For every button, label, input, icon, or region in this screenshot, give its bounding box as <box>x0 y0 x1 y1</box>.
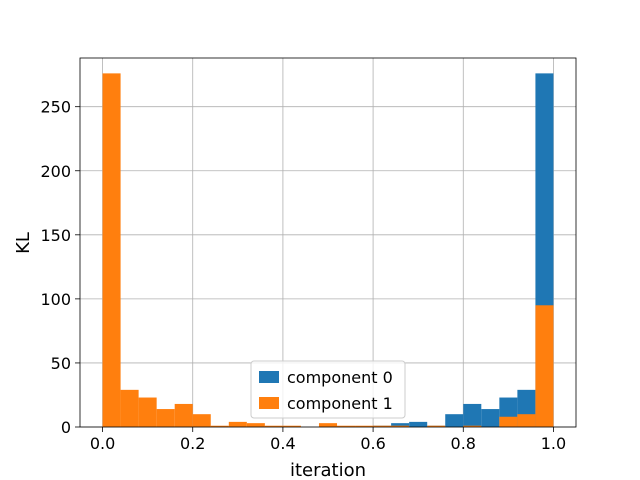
bar <box>138 397 157 427</box>
y-tick-label: 100 <box>40 290 71 309</box>
x-tick-label: 0.6 <box>360 434 385 453</box>
bar <box>517 414 536 427</box>
bar <box>391 425 410 427</box>
bar <box>120 389 139 427</box>
x-axis-ticks: 0.0 0.2 0.4 0.6 0.8 1.0 <box>90 427 566 453</box>
bar <box>391 423 410 427</box>
bar <box>156 409 175 427</box>
bar <box>481 409 500 427</box>
x-tick-label: 1.0 <box>541 434 566 453</box>
bars-component-1 <box>102 73 554 427</box>
bar <box>373 425 392 427</box>
x-tick-label: 0.4 <box>270 434 295 453</box>
y-tick-label: 0 <box>61 418 71 437</box>
bar <box>228 421 247 427</box>
bar <box>409 421 428 427</box>
bar <box>337 425 356 427</box>
legend-label: component 0 <box>287 368 393 387</box>
bar <box>192 414 211 427</box>
y-axis-ticks: 0 50 100 150 200 250 <box>40 98 80 437</box>
y-tick-label: 150 <box>40 226 71 245</box>
y-tick-label: 200 <box>40 162 71 181</box>
legend-label: component 1 <box>287 394 393 413</box>
legend-swatch <box>259 371 279 383</box>
x-axis-label: iteration <box>290 460 366 480</box>
x-tick-label: 0.2 <box>180 434 205 453</box>
bar <box>210 425 229 427</box>
bar <box>463 403 482 427</box>
x-tick-label: 0.8 <box>451 434 476 453</box>
bar <box>499 416 518 427</box>
plot-frame <box>79 57 577 428</box>
y-axis-label: KL <box>13 232 34 254</box>
bar <box>535 305 554 427</box>
bar <box>318 423 338 427</box>
bar <box>282 425 301 427</box>
bar <box>427 425 446 427</box>
bar <box>445 414 464 427</box>
bar <box>463 425 482 427</box>
legend-box <box>250 360 406 419</box>
y-tick-label: 50 <box>51 354 71 373</box>
bar <box>102 73 121 427</box>
bar <box>355 425 374 427</box>
bar <box>174 403 193 427</box>
x-tick-label: 0.0 <box>90 434 115 453</box>
bar <box>264 425 283 427</box>
bar <box>246 423 265 427</box>
y-tick-label: 250 <box>40 98 71 117</box>
legend-swatch <box>259 397 279 409</box>
legend: component 0 component 1 <box>250 360 406 419</box>
